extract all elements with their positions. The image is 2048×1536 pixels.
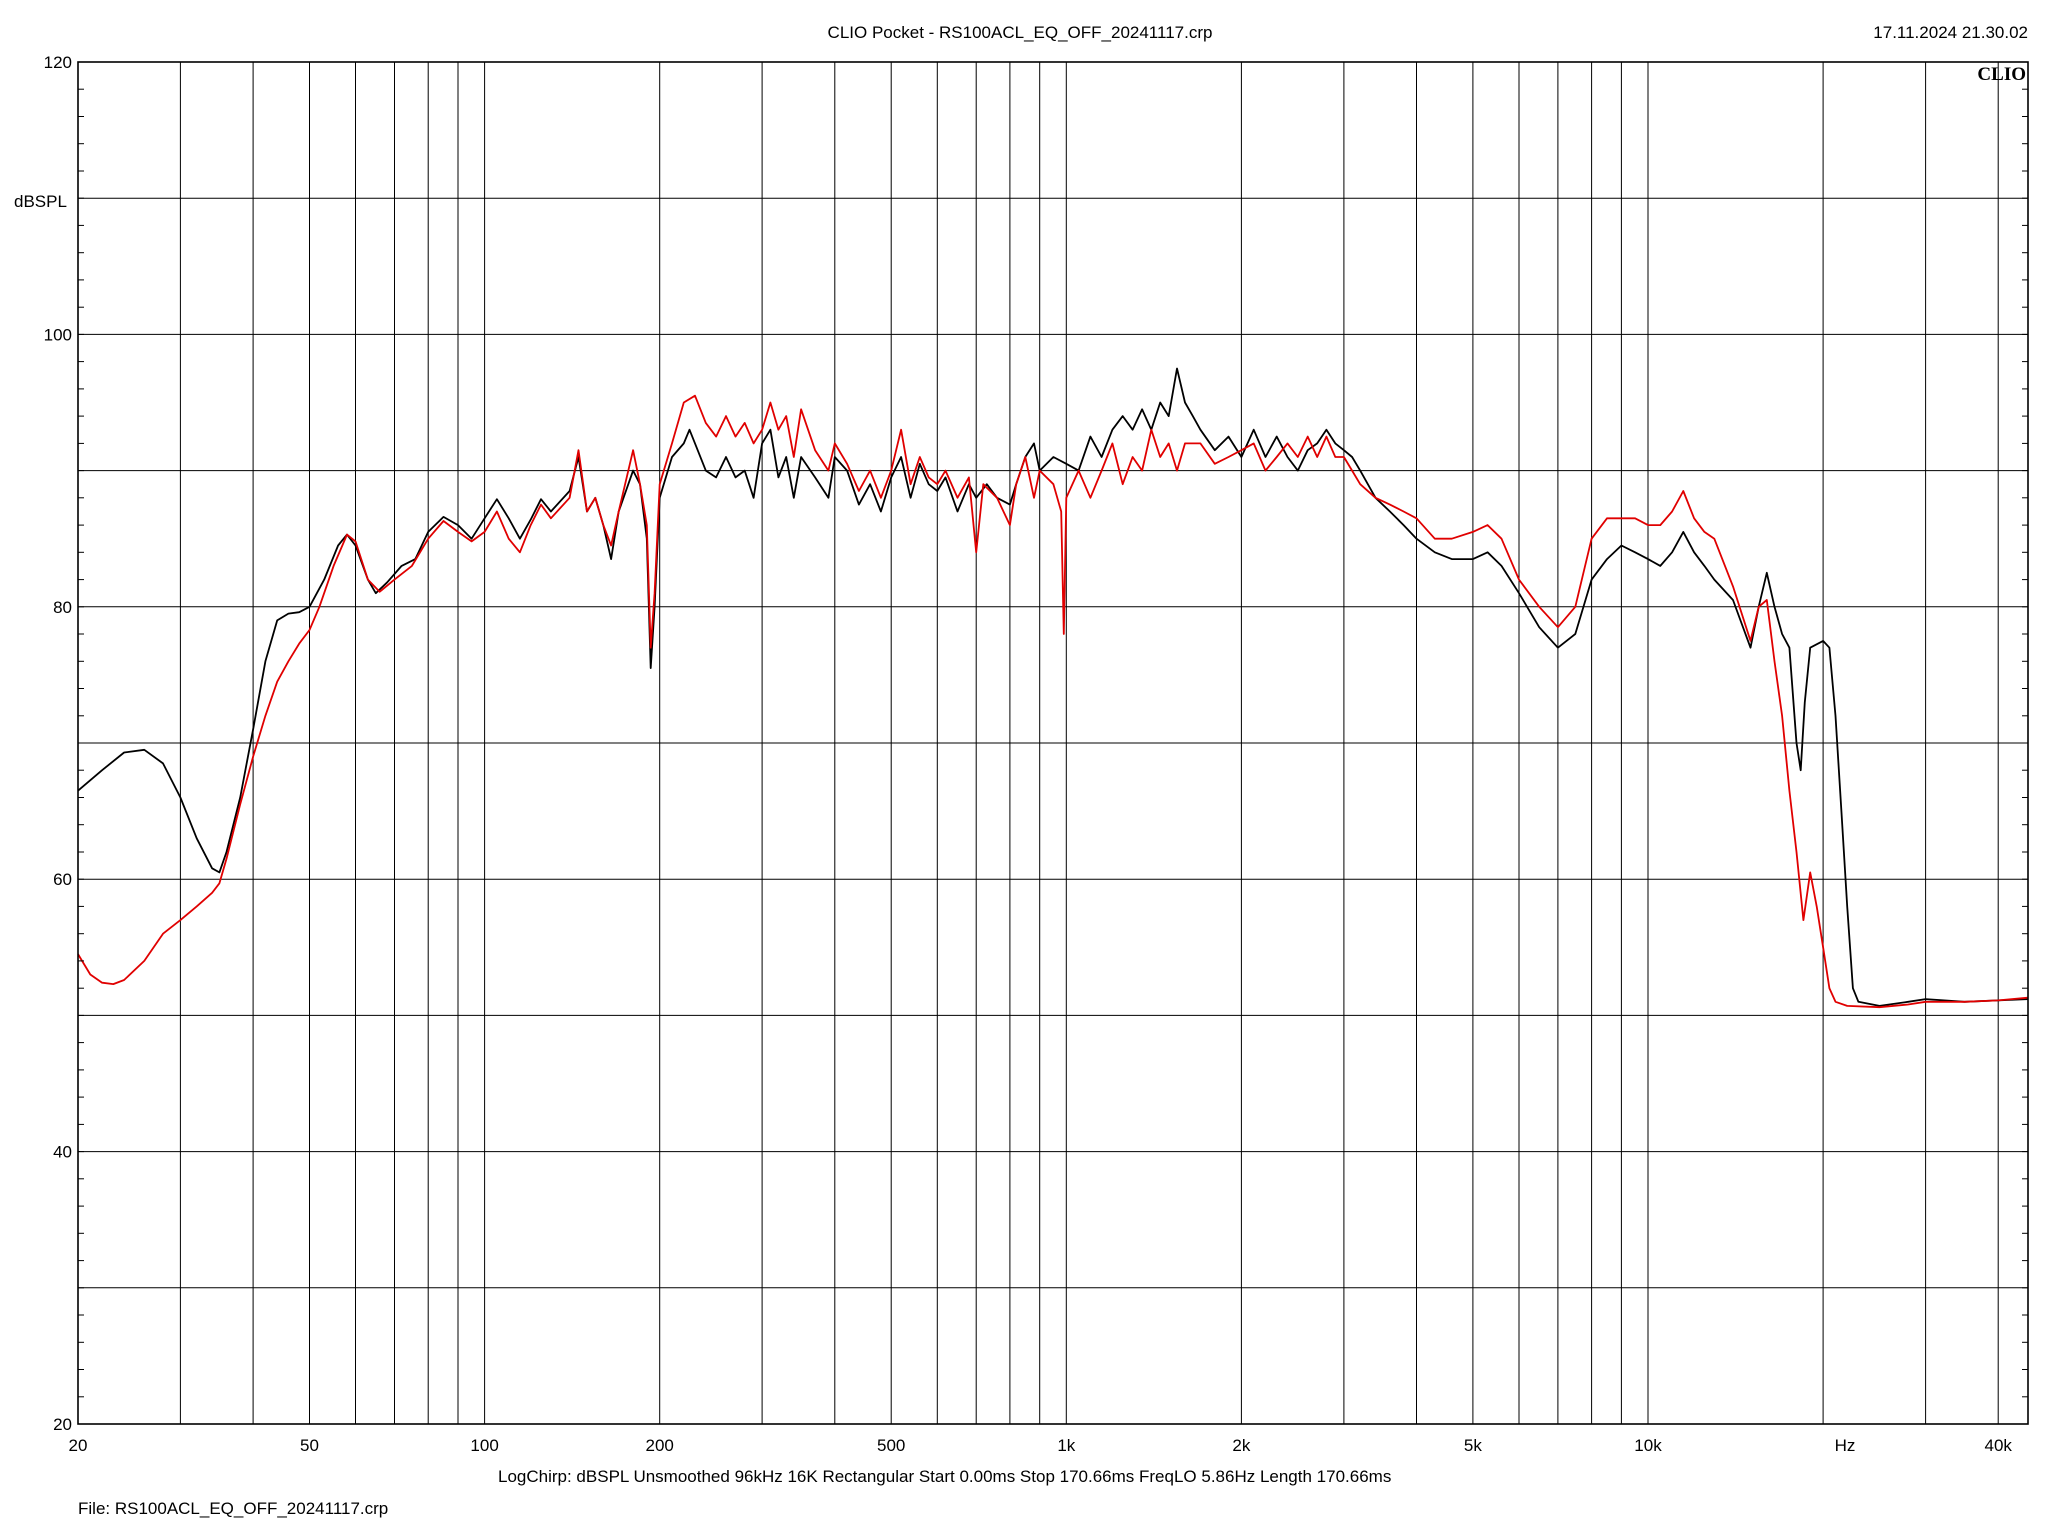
file-name: File: RS100ACL_EQ_OFF_20241117.crp <box>78 1499 388 1518</box>
x-tick-label: 5k <box>1464 1436 1482 1455</box>
x-tick-label: 50 <box>300 1436 319 1455</box>
plot-frame <box>77 61 2029 1425</box>
x-tick-label: 200 <box>646 1436 674 1455</box>
timestamp: 17.11.2024 21.30.02 <box>1873 23 2028 42</box>
chart-title: CLIO Pocket - RS100ACL_EQ_OFF_20241117.c… <box>828 23 1213 42</box>
y-tick-label: 40 <box>53 1143 72 1162</box>
axis-ticks: 20 50 100 200 500 1k 2k 5k 10k 40k 120 100 80 60 40 20 <box>44 53 2028 1455</box>
x-tick-label: 40k <box>1984 1436 2012 1455</box>
clio-logo: CLIO <box>1977 64 2026 85</box>
y-tick-label: 80 <box>53 598 72 617</box>
y-tick-label: 60 <box>53 870 72 889</box>
data-series <box>77 367 2029 1009</box>
y-tick-label: 20 <box>53 1415 72 1434</box>
x-tick-label: 500 <box>877 1436 905 1455</box>
grid-lines <box>78 62 2028 1424</box>
x-tick-label: 20 <box>69 1436 88 1455</box>
x-tick-label: 1k <box>1057 1436 1075 1455</box>
series-line-2 <box>77 394 2029 1009</box>
x-axis-unit-label: Hz <box>1835 1436 1856 1455</box>
measurement-settings: LogChirp: dBSPL Unsmoothed 96kHz 16K Rec… <box>498 1467 1391 1486</box>
x-tick-label: 2k <box>1232 1436 1250 1455</box>
x-tick-label: 100 <box>470 1436 498 1455</box>
y-tick-label: 100 <box>44 325 72 344</box>
y-tick-label: 120 <box>44 53 72 72</box>
x-tick-label: 10k <box>1634 1436 1662 1455</box>
y-axis-label: dBSPL <box>14 192 67 211</box>
